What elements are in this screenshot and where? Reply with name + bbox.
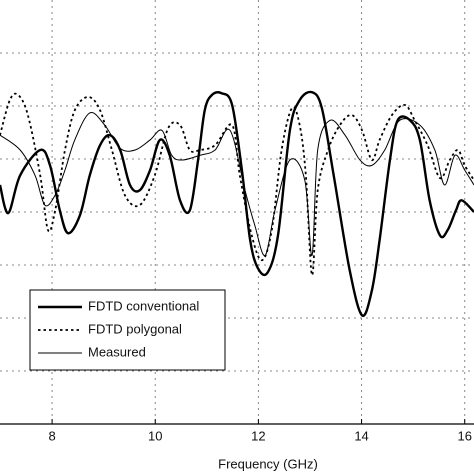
series-line: [0, 92, 474, 276]
legend-label: FDTD conventional: [88, 298, 199, 313]
series-line: [0, 111, 474, 256]
x-tick-label: 10: [148, 428, 162, 443]
x-tick-label: 8: [48, 428, 55, 443]
x-tick-label: 16: [457, 428, 471, 443]
legend: FDTD conventional FDTD polygonal Measured: [29, 289, 226, 371]
legend-label: FDTD polygonal: [88, 321, 182, 336]
legend-label: Measured: [88, 344, 146, 359]
series-line: [0, 90, 474, 317]
x-tick-label: 12: [251, 428, 265, 443]
x-tick-label: 14: [354, 428, 368, 443]
x-axis-label: Frequency (GHz): [218, 456, 318, 471]
